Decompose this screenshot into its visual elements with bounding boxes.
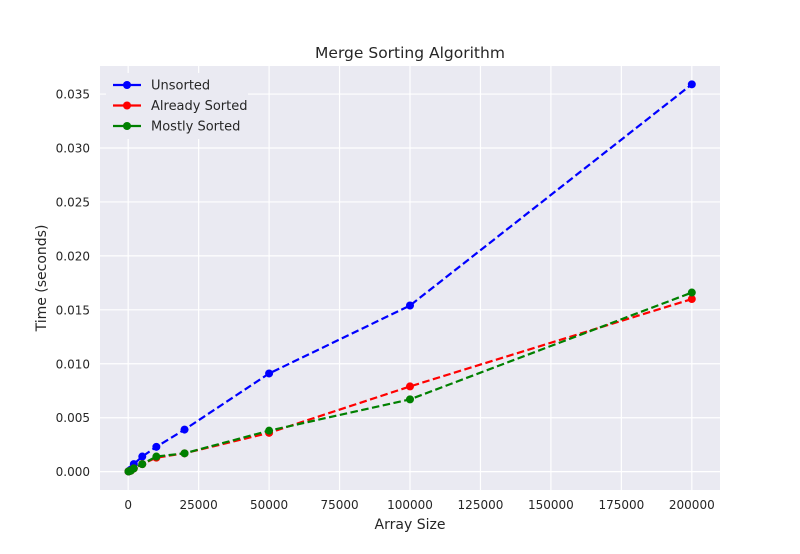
data-point-unsorted [406,301,414,310]
x-tick-label: 100000 [387,498,433,512]
legend-label-already-sorted: Already Sorted [151,99,248,114]
y-tick-label: 0.035 [56,88,90,102]
data-point-mostly-sorted [687,288,696,297]
legend-item-mostly-sorted: Mostly Sorted [113,120,240,135]
y-tick-label: 0.000 [56,465,90,479]
x-tick-label: 25000 [180,498,218,512]
data-point-unsorted [138,452,147,461]
data-point-already-sorted [406,382,414,391]
data-point-mostly-sorted [180,449,189,458]
data-point-already-sorted [687,295,696,304]
legend-item-unsorted: Unsorted [113,79,210,94]
y-tick-label: 0.010 [56,357,90,371]
legend-label-unsorted: Unsorted [151,79,210,94]
legend: Unsorted Already Sorted Mostly Sorted [106,73,248,139]
x-axis-label: Array Size [375,517,446,533]
x-tick-label: 175000 [598,498,644,512]
grid [100,66,720,490]
legend-item-already-sorted: Already Sorted [113,99,248,114]
x-tick-label: 125000 [458,498,504,512]
series-mostly-sorted [124,288,696,476]
data-point-unsorted [265,369,274,378]
series-layer [124,80,696,476]
data-point-mostly-sorted [138,460,147,469]
x-ticks: 0 25000 50000 75000 100000 125000 150000 175000… [124,498,714,512]
data-point-unsorted [180,425,189,434]
chart-title: Merge Sorting Algorithm [315,44,505,62]
data-point-mostly-sorted [406,395,414,404]
y-ticks: 0.000 0.005 0.010 0.015 0.020 0.025 0.030 0.035 [56,88,90,480]
data-point-unsorted [152,442,161,451]
legend-marker-unsorted [123,81,131,89]
y-tick-label: 0.015 [56,303,90,317]
y-tick-label: 0.025 [56,195,90,209]
legend-label-mostly-sorted: Mostly Sorted [151,120,240,135]
x-tick-label: 50000 [250,498,288,512]
x-tick-label: 75000 [320,498,358,512]
data-point-mostly-sorted [129,464,138,473]
legend-marker-mostly-sorted [123,122,131,130]
data-point-mostly-sorted [152,452,161,461]
x-tick-label: 200000 [669,498,715,512]
y-tick-label: 0.020 [56,249,90,263]
legend-marker-already-sorted [123,101,131,110]
legend-items: Unsorted Already Sorted Mostly Sorted [113,79,248,135]
y-tick-label: 0.030 [56,141,90,155]
y-axis-label: Time (seconds) [34,225,50,333]
x-tick-label: 0 [124,498,132,512]
data-point-mostly-sorted [265,426,274,435]
y-tick-label: 0.005 [56,411,90,425]
x-tick-label: 150000 [528,498,574,512]
data-point-unsorted [687,80,696,89]
